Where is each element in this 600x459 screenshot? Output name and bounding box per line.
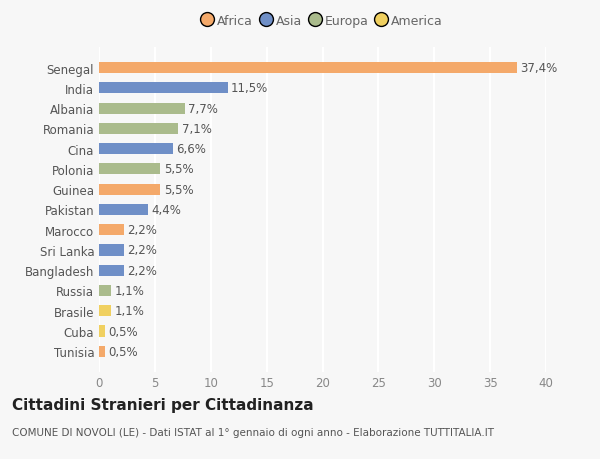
Bar (99, 326, 104, 337)
Text: 7,7%: 7,7% (188, 102, 218, 115)
Bar (99, 285, 111, 297)
Text: COMUNE DI NOVOLI (LE) - Dati ISTAT al 1° gennaio di ogni anno - Elaborazione TUT: COMUNE DI NOVOLI (LE) - Dati ISTAT al 1°… (12, 427, 494, 437)
Text: 4,4%: 4,4% (152, 203, 181, 217)
Text: 2,2%: 2,2% (127, 264, 157, 277)
Bar (99, 184, 160, 196)
Text: 5,5%: 5,5% (164, 163, 193, 176)
Text: 1,1%: 1,1% (115, 285, 145, 297)
Bar (99, 245, 124, 256)
Bar (99, 306, 111, 317)
Text: 5,5%: 5,5% (164, 183, 193, 196)
Text: Cittadini Stranieri per Cittadinanza: Cittadini Stranieri per Cittadinanza (12, 397, 314, 412)
Text: 1,1%: 1,1% (115, 305, 145, 318)
Text: 7,1%: 7,1% (182, 123, 212, 135)
Bar (99, 224, 124, 236)
Text: 0,5%: 0,5% (108, 345, 137, 358)
Bar (99, 123, 178, 134)
Bar (99, 265, 124, 276)
Text: 11,5%: 11,5% (231, 82, 268, 95)
Text: 2,2%: 2,2% (127, 224, 157, 237)
Bar (99, 204, 148, 216)
Bar (99, 63, 517, 74)
Bar (99, 346, 104, 357)
Legend: Africa, Asia, Europa, America: Africa, Asia, Europa, America (200, 12, 445, 30)
Bar (99, 83, 227, 94)
Bar (99, 164, 160, 175)
Bar (99, 144, 173, 155)
Text: 0,5%: 0,5% (108, 325, 137, 338)
Text: 37,4%: 37,4% (520, 62, 557, 75)
Text: 2,2%: 2,2% (127, 244, 157, 257)
Text: 6,6%: 6,6% (176, 143, 206, 156)
Bar (99, 103, 185, 114)
